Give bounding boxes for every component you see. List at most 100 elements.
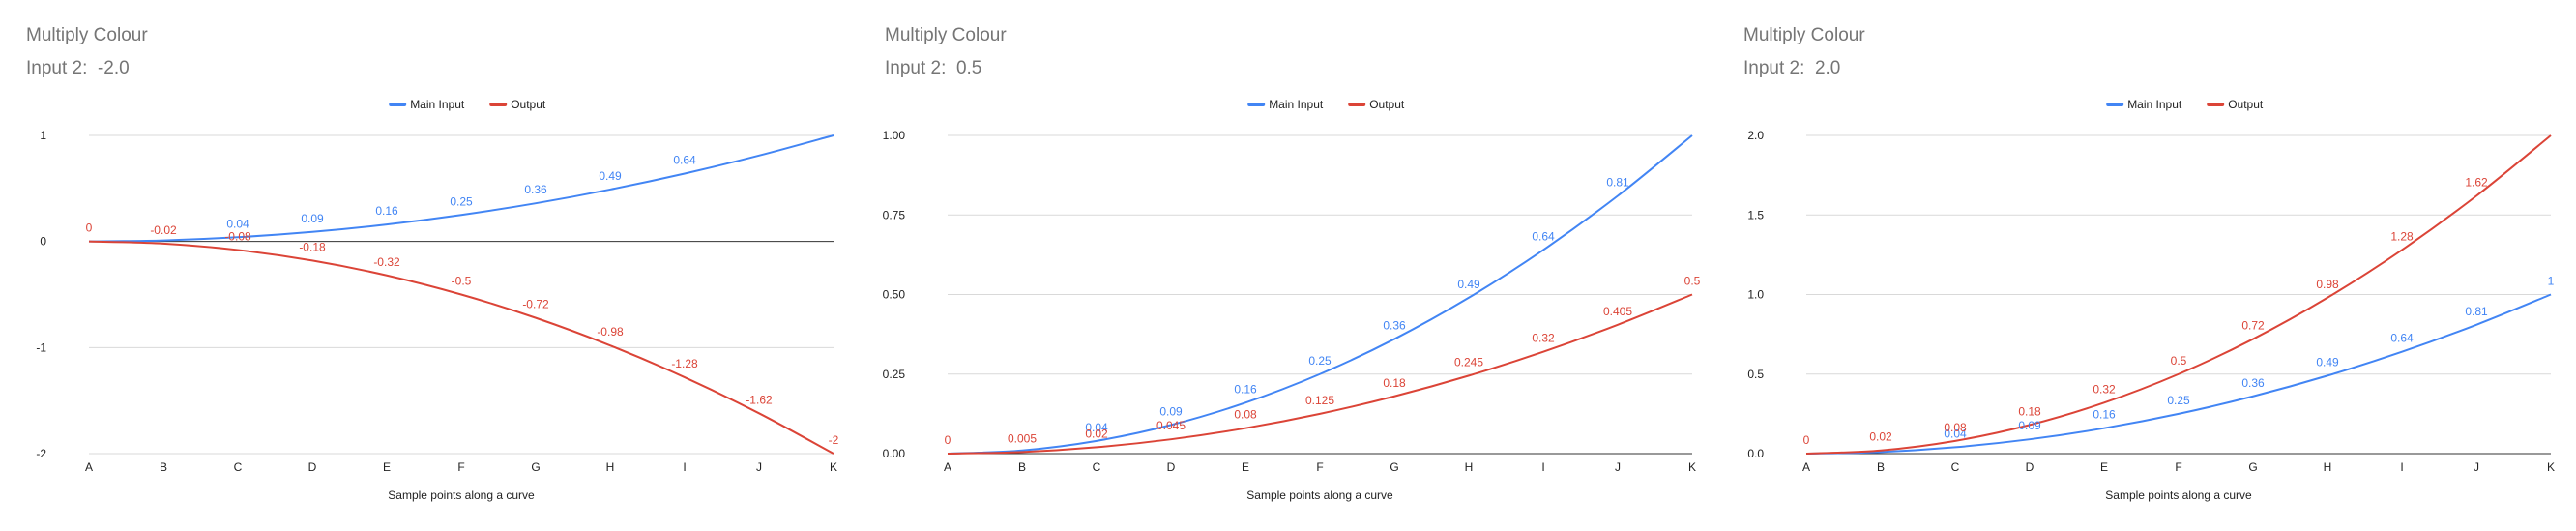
legend-label: Output bbox=[2228, 98, 2264, 111]
chart-subtitle: Input 2: 0.5 bbox=[885, 58, 982, 78]
chart-subtitle: Input 2: -2.0 bbox=[26, 58, 130, 78]
x-tick-label: F bbox=[457, 460, 464, 474]
data-label: 0.045 bbox=[1156, 419, 1186, 432]
data-label: 0.25 bbox=[2167, 394, 2190, 407]
legend-label: Main Input bbox=[2127, 98, 2182, 111]
data-label: 0.49 bbox=[1457, 278, 1480, 291]
data-label: 0.5 bbox=[2171, 354, 2187, 368]
data-label: 0.02 bbox=[1085, 427, 1108, 440]
x-tick-label: H bbox=[2324, 460, 2332, 474]
x-tick-label: C bbox=[234, 460, 243, 474]
y-tick-label: 0.5 bbox=[1747, 368, 1764, 381]
x-tick-label: J bbox=[756, 460, 762, 474]
data-label: 0.08 bbox=[1944, 421, 1967, 434]
data-label: -0.98 bbox=[597, 325, 624, 339]
x-tick-label: F bbox=[2175, 460, 2181, 474]
x-tick-label: D bbox=[2026, 460, 2034, 474]
data-label: 0.405 bbox=[1603, 305, 1632, 318]
y-tick-label: -1 bbox=[36, 340, 46, 354]
data-label: 0.16 bbox=[1234, 382, 1257, 396]
x-tick-label: D bbox=[1167, 460, 1176, 474]
data-label: 1.62 bbox=[2465, 176, 2488, 190]
legend-item: Output bbox=[1348, 98, 1405, 111]
data-label: 0.08 bbox=[1234, 408, 1257, 422]
chart-title: Multiply Colour bbox=[1743, 25, 1865, 45]
data-label: 0.36 bbox=[1383, 319, 1406, 333]
chart-panel-2: Multiply Colour Input 2: 0.5 0.00 0.25 0.5… bbox=[859, 0, 1717, 531]
chart-panel-3: Multiply Colour Input 2: 2.0 0.0 0.5 1.0 1.… bbox=[1717, 0, 2576, 531]
x-tick-label: K bbox=[1688, 460, 1696, 474]
x-tick-label: J bbox=[2474, 460, 2479, 474]
data-label: 0.64 bbox=[673, 153, 696, 166]
y-tick-label: 0.75 bbox=[883, 208, 906, 221]
data-label: 0.16 bbox=[2093, 408, 2116, 422]
x-tick-label: B bbox=[160, 460, 167, 474]
data-label: 0.005 bbox=[1008, 431, 1037, 445]
data-label: 0.125 bbox=[1305, 394, 1334, 407]
legend-item: Main Input bbox=[2106, 98, 2182, 111]
x-axis-label: Sample points along a curve bbox=[388, 488, 535, 502]
x-tick-label: A bbox=[85, 460, 93, 474]
x-tick-label: A bbox=[1802, 460, 1810, 474]
x-tick-label: G bbox=[531, 460, 540, 474]
x-tick-label: G bbox=[2248, 460, 2257, 474]
legend-label: Main Input bbox=[410, 98, 465, 111]
data-label: 0.36 bbox=[524, 183, 547, 196]
y-tick-label: 0.50 bbox=[883, 288, 906, 302]
series-line-output bbox=[1805, 134, 2552, 455]
legend-item: Output bbox=[2207, 98, 2264, 111]
data-label: 0.5 bbox=[1684, 275, 1701, 288]
x-tick-label: E bbox=[2100, 460, 2108, 474]
chart-title: Multiply Colour bbox=[26, 25, 148, 45]
data-label: 0.25 bbox=[1308, 354, 1332, 368]
x-tick-label: H bbox=[606, 460, 615, 474]
y-tick-label: 1.5 bbox=[1747, 208, 1764, 221]
data-label: -0.5 bbox=[452, 275, 472, 288]
y-tick-label: 1.0 bbox=[1747, 288, 1764, 302]
x-tick-label: I bbox=[683, 460, 686, 474]
x-tick-label: B bbox=[1877, 460, 1885, 474]
x-tick-label: K bbox=[2547, 460, 2555, 474]
data-label: 0 bbox=[945, 433, 951, 447]
data-label: 0.02 bbox=[1869, 430, 1892, 444]
x-axis-label: Sample points along a curve bbox=[1246, 488, 1393, 502]
data-label: 0.16 bbox=[375, 204, 398, 218]
y-tick-label: 1.00 bbox=[883, 129, 906, 142]
legend-item: Main Input bbox=[389, 98, 465, 111]
x-tick-label: C bbox=[1093, 460, 1101, 474]
data-label: 0.32 bbox=[1532, 332, 1555, 345]
series-line-output bbox=[88, 240, 834, 455]
x-tick-label: I bbox=[2400, 460, 2403, 474]
x-tick-label: A bbox=[944, 460, 951, 474]
data-label: 0.81 bbox=[1606, 176, 1629, 190]
line-chart: 0.0 0.5 1.0 1.5 2.0 A B C D E F G H I J K Sample points … bbox=[1747, 98, 2555, 502]
data-label: 0.25 bbox=[450, 194, 473, 208]
chart-panel-1: Multiply Colour Input 2: -2.0 -2 -1 0 1 A B C D… bbox=[0, 0, 859, 531]
x-tick-label: E bbox=[1242, 460, 1249, 474]
y-tick-label: 0.00 bbox=[883, 447, 906, 460]
data-label: 1 bbox=[2548, 275, 2555, 288]
data-label: 0.09 bbox=[301, 212, 324, 225]
y-tick-label: 0.25 bbox=[883, 368, 906, 381]
x-tick-label: G bbox=[1390, 460, 1398, 474]
data-label: 0.64 bbox=[1532, 229, 1555, 243]
legend-item: Main Input bbox=[1247, 98, 1324, 111]
x-tick-label: D bbox=[308, 460, 317, 474]
data-label: 0.98 bbox=[2316, 278, 2339, 291]
data-label: 0.09 bbox=[1159, 404, 1183, 418]
x-tick-label: B bbox=[1018, 460, 1026, 474]
data-label: 0.49 bbox=[2316, 355, 2339, 369]
series-line-output bbox=[947, 293, 1693, 455]
data-label: -0.02 bbox=[150, 223, 177, 237]
y-tick-label: -2 bbox=[36, 447, 46, 460]
data-label: -0.18 bbox=[299, 240, 326, 253]
line-chart: -2 -1 0 1 A B C D E F G H I J K Sample points along a c… bbox=[36, 98, 838, 502]
series-line-main-input bbox=[88, 134, 834, 243]
x-tick-label: F bbox=[1316, 460, 1323, 474]
x-tick-label: E bbox=[383, 460, 391, 474]
data-label: 0.245 bbox=[1454, 355, 1483, 369]
data-label: 0.04 bbox=[1085, 421, 1108, 434]
data-label: 0 bbox=[86, 221, 93, 235]
series-line-main-input bbox=[1805, 293, 2552, 455]
